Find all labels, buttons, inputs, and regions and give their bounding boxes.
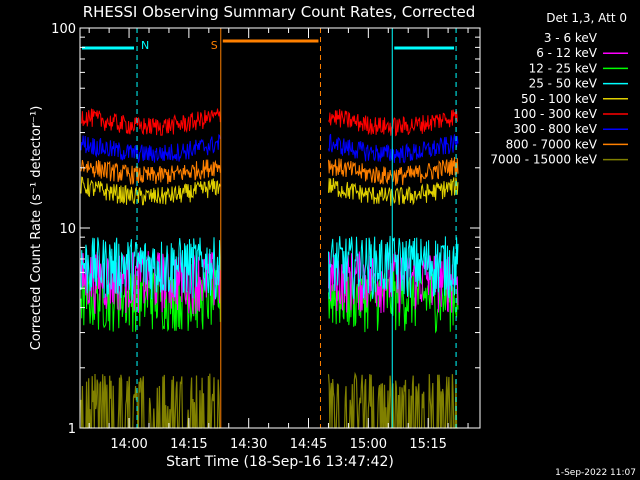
series-line — [80, 267, 221, 332]
legend-label: 12 - 25 keV — [529, 61, 598, 75]
series-line — [80, 108, 221, 136]
legend-label: 7000 - 15000 keV — [490, 153, 597, 167]
series-line — [80, 373, 221, 429]
x-tick-label: 15:00 — [350, 437, 387, 452]
x-tick-label: 14:45 — [290, 437, 327, 452]
series-line — [328, 157, 459, 186]
axis-layer: 14:00 14:15 14:30 14:45 15:00 15:15 1 10 100 — [51, 22, 480, 452]
y-axis-label: Corrected Count Rate (s⁻¹ detector⁻¹) — [29, 106, 44, 351]
series-line — [80, 176, 221, 206]
x-tick-label: 15:15 — [409, 437, 446, 452]
y-tick-label: 1 — [68, 422, 76, 437]
legend-title: Det 1,3, Att 0 — [546, 11, 627, 25]
series-line — [80, 237, 221, 301]
x-tick-label: 14:30 — [230, 437, 267, 452]
series-line — [328, 177, 459, 206]
legend-label: 50 - 100 keV — [521, 92, 598, 106]
x-axis-label: Start Time (18-Sep-16 13:47:42) — [166, 454, 394, 470]
chart-title: RHESSI Observing Summary Count Rates, Co… — [83, 3, 476, 21]
annotation-label: S — [211, 39, 218, 52]
series-line — [328, 235, 459, 300]
series-line — [328, 251, 459, 314]
legend-label: 800 - 7000 keV — [506, 137, 598, 151]
legend-label: 25 - 50 keV — [529, 77, 598, 91]
series-line — [328, 109, 459, 137]
x-tick-label: 14:15 — [170, 437, 207, 452]
legend-label: 300 - 800 keV — [513, 122, 597, 136]
footer-timestamp: 1-Sep-2022 11:07 — [555, 468, 636, 478]
series-line — [80, 159, 221, 185]
annotation-label: N — [141, 39, 149, 52]
legend-label: 3 - 6 keV — [544, 31, 598, 45]
legend-label: 6 - 12 keV — [536, 46, 598, 60]
y-tick-label: 100 — [51, 22, 76, 37]
y-tick-label: 10 — [59, 222, 76, 237]
legend-label: 100 - 300 keV — [513, 107, 597, 121]
series-line — [328, 133, 459, 164]
x-tick-label: 14:00 — [110, 437, 147, 452]
series-line — [80, 134, 221, 163]
data-layer — [80, 108, 459, 429]
